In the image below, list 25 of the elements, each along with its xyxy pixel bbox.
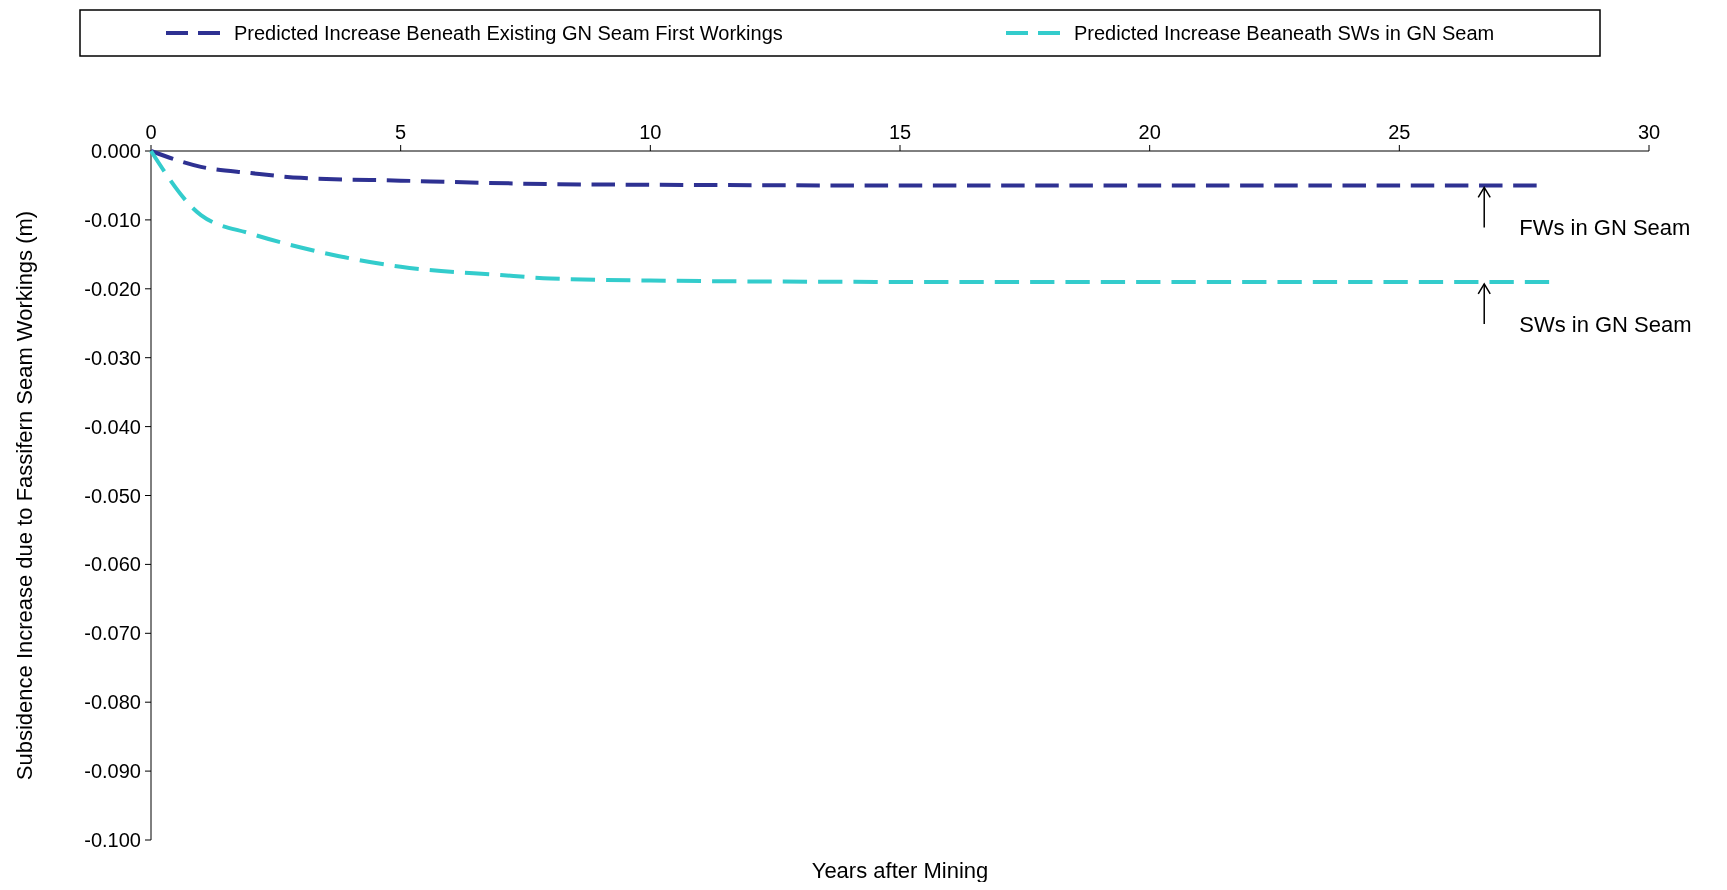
x-tick-label: 10 (639, 121, 662, 143)
y-tick-label: -0.020 (84, 277, 141, 300)
y-tick-label: -0.090 (84, 760, 141, 783)
y-tick-label: -0.080 (84, 691, 141, 714)
x-tick-label: 30 (1637, 121, 1661, 143)
x-tick-label: 5 (395, 121, 407, 143)
y-tick-label: -0.040 (84, 415, 141, 438)
legend-label: Predicted Increase Beneath Existing GN Seam First Workings (234, 22, 783, 44)
y-tick-label: -0.070 (84, 622, 141, 645)
x-tick-label: 0 (145, 121, 157, 143)
y-tick-label: -0.030 (84, 346, 141, 369)
x-tick-label: 20 (1138, 121, 1161, 143)
y-tick-label: -0.050 (84, 484, 141, 507)
legend-label: Predicted Increase Beaneath SWs in GN Seam (1074, 22, 1495, 44)
y-tick-label: 0.000 (90, 140, 141, 162)
y-tick-label: -0.060 (84, 553, 141, 576)
y-tick-label: -0.010 (84, 208, 141, 231)
x-axis-title: Years after Mining (811, 858, 989, 883)
y-tick-label: -0.100 (84, 829, 141, 851)
line-series (149, 149, 1539, 188)
annotation: FWs in GN Seam (1519, 215, 1691, 241)
x-tick-label: 25 (1388, 121, 1411, 143)
x-tick-label: 15 (888, 121, 912, 143)
annotation: SWs in GN Seam (1519, 311, 1692, 337)
y-axis-title: Subsidence Increase due to Fassifern Seam Workings (m) (12, 210, 37, 781)
